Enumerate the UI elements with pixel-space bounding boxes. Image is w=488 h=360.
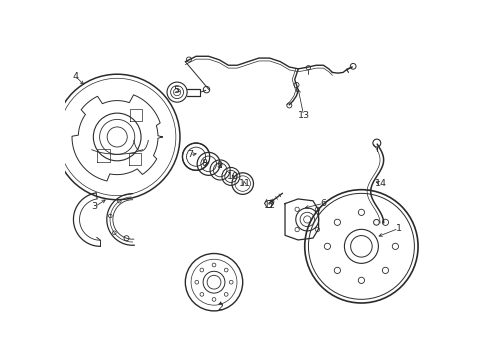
Text: 12: 12 (264, 201, 276, 210)
Text: 6: 6 (320, 199, 325, 208)
Text: 5: 5 (173, 86, 179, 95)
Text: 2: 2 (217, 303, 223, 312)
Text: 8: 8 (201, 159, 207, 168)
Text: 13: 13 (297, 111, 309, 120)
Text: 3: 3 (91, 202, 98, 211)
Text: 10: 10 (226, 172, 239, 181)
Text: 4: 4 (72, 72, 78, 81)
Text: 14: 14 (374, 179, 386, 188)
Text: 9: 9 (216, 161, 222, 170)
Text: 1: 1 (395, 224, 401, 233)
Text: 7: 7 (186, 150, 193, 159)
Text: 11: 11 (238, 179, 250, 188)
